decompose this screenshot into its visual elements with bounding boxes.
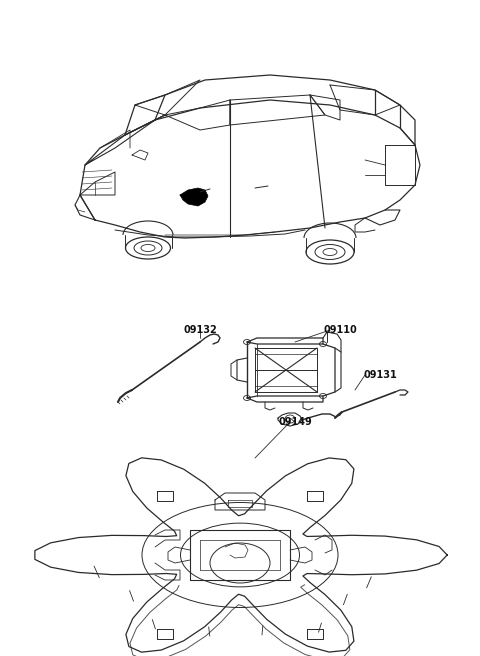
Text: 09131: 09131 [363,370,397,380]
Text: 09149: 09149 [278,417,312,427]
Text: 09132: 09132 [183,325,217,335]
Polygon shape [180,188,208,206]
Text: 09110: 09110 [323,325,357,335]
